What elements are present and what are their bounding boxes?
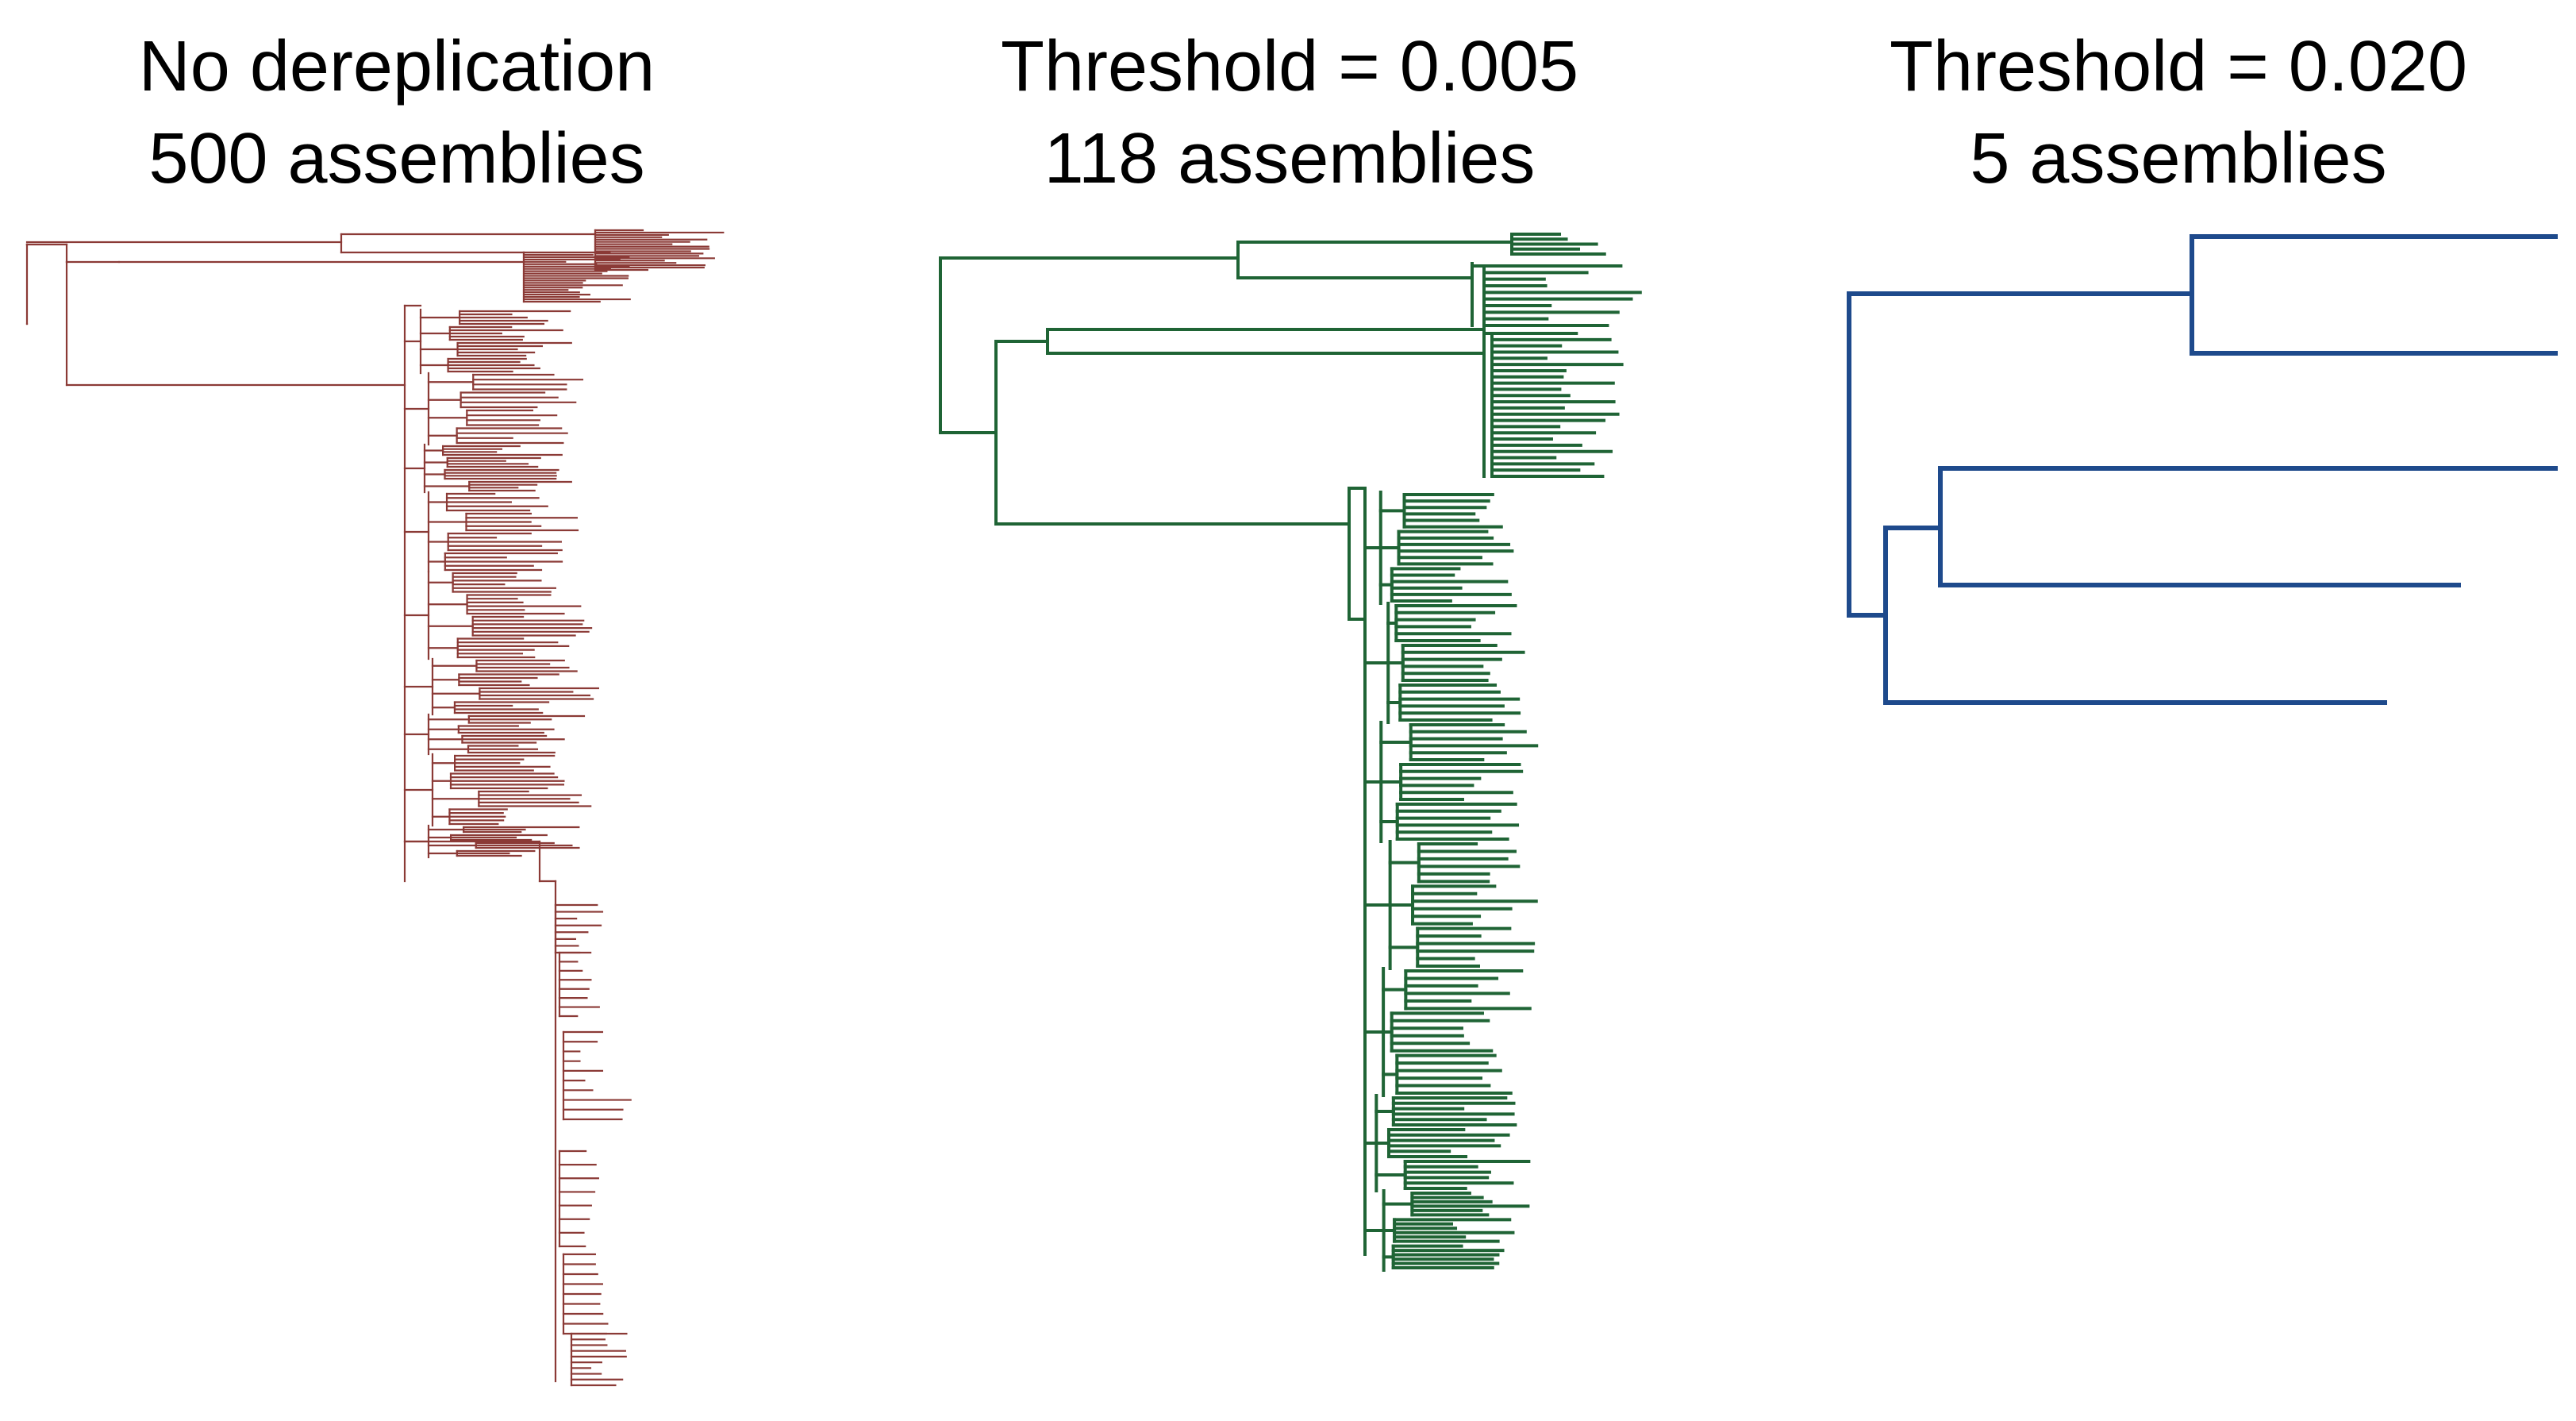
title-line1: Threshold = 0.005 [1001,27,1578,106]
tree-threshold-0020 [1847,234,2558,705]
tree-threshold-0005 [939,233,1642,1272]
title-line2: 118 assemblies [1044,119,1536,198]
panel-title-threshold-0005: Threshold = 0.005 118 assemblies [956,21,1623,205]
title-line2: 5 assemblies [1970,119,2387,198]
title-line1: No dereplication [138,27,656,106]
panel-title-threshold-0020: Threshold = 0.020 5 assemblies [1845,21,2512,205]
title-line2: 500 assemblies [148,119,645,198]
tree-no-dereplication [25,229,725,1387]
panel-title-no-dereplication: No dereplication 500 assemblies [63,21,730,205]
title-line1: Threshold = 0.020 [1890,27,2467,106]
